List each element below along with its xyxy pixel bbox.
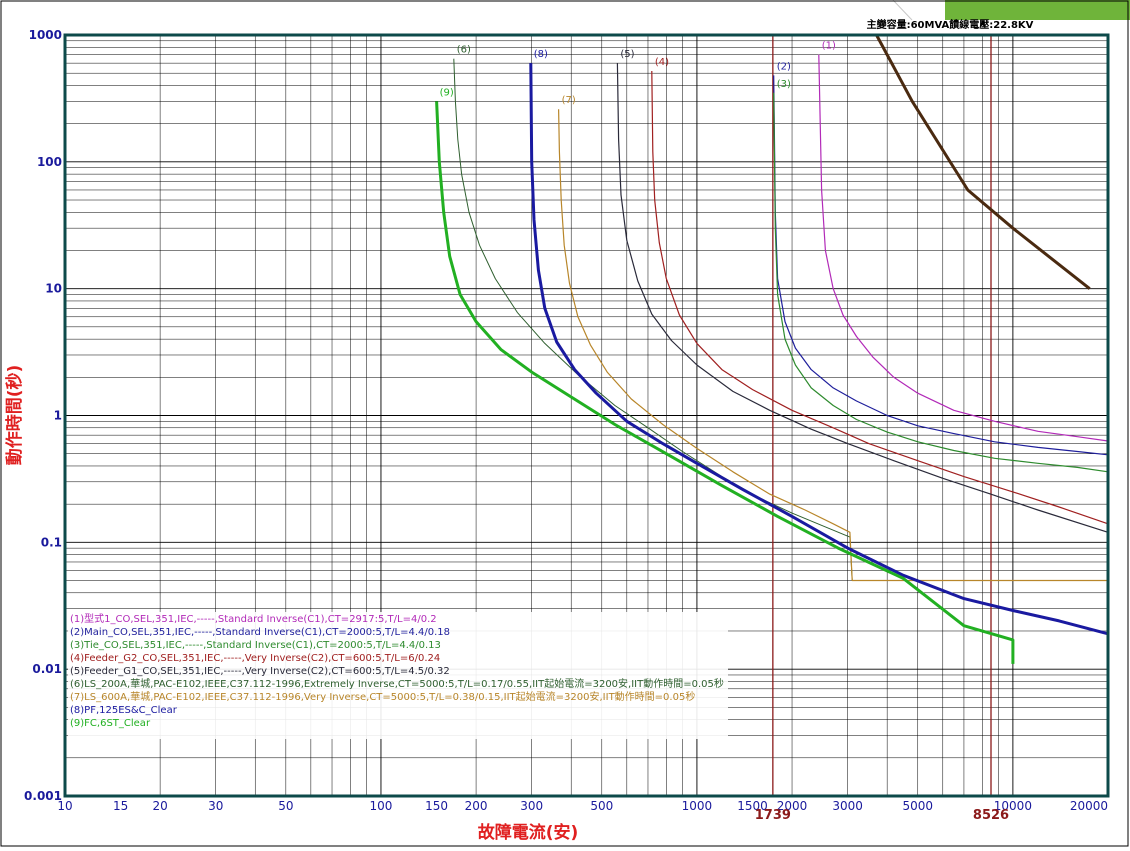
x-tick-label: 150 (425, 799, 448, 813)
x-tick-label: 15 (113, 799, 128, 813)
y-tick-label: 0.01 (32, 662, 62, 676)
legend-entry: (7)LS_600A,華城,PAC-E102,IEEE,C37.112-1996… (70, 690, 695, 703)
x-tick-label: 100 (370, 799, 393, 813)
legend-entry: (6)LS_200A,華城,PAC-E102,IEEE,C37.112-1996… (70, 677, 724, 690)
series-label: (7) (562, 95, 576, 106)
x-tick-label: 10 (57, 799, 72, 813)
series-line (435, 101, 1015, 664)
x-tick-label: 30 (208, 799, 223, 813)
x-tick-label: 5000 (902, 799, 933, 813)
x-tick-label: 20 (152, 799, 167, 813)
x-tick-label: 10000 (994, 799, 1032, 813)
x-axis-label: 故障電流(安) (478, 822, 579, 843)
y-axis-label: 動作時間(秒) (4, 365, 25, 466)
y-tick-label: 10 (45, 282, 62, 296)
legend-entry: (9)FC,6ST_Clear (70, 718, 151, 729)
series-label: (3) (777, 79, 791, 90)
reference-line-label: 8526 (973, 808, 1009, 823)
x-tick-label: 3000 (832, 799, 863, 813)
series-labels: (1) (2) (3) (4) (5) (6) (7) (8) (9) (440, 41, 836, 107)
series-label: (4) (655, 57, 669, 68)
series-line (453, 58, 1108, 581)
legend: (1)型式1_CO,SEL,351,IEC,-----,Standard Inv… (68, 612, 728, 739)
reference-line-label: 1739 (755, 808, 791, 823)
y-tick-label: 1 (54, 409, 62, 423)
y-tick-label: 1000 (29, 28, 62, 42)
y-tick-label: 0.001 (24, 789, 62, 803)
chart-title: 主變容量:60MVA饋線電壓:22.8KV (867, 18, 1034, 31)
series-label: (2) (777, 61, 791, 72)
legend-entry: (3)Tie_CO,SEL,351,IEC,-----,Standard Inv… (70, 640, 441, 651)
reference-line-labels: 1739 8526 (755, 808, 1009, 823)
series-line (773, 75, 1109, 456)
legend-entry: (4)Feeder_G2_CO,SEL,351,IEC,-----,Very I… (70, 653, 440, 664)
x-tick-labels: 10 15 20 30 50 100 150 200 300 500 1000 1500 2000 300… (57, 799, 1108, 813)
y-tick-label: 0.1 (41, 535, 62, 549)
series-label: (9) (440, 87, 454, 98)
legend-entry: (5)Feeder_G1_CO,SEL,351,IEC,-----,Very I… (70, 666, 450, 677)
x-tick-label: 50 (278, 799, 293, 813)
series-label: (1) (822, 41, 836, 52)
series-line (875, 34, 1091, 290)
x-tick-label: 1000 (682, 799, 713, 813)
x-tick-label: 20000 (1070, 799, 1108, 813)
x-tick-label: 300 (520, 799, 543, 813)
series-line (529, 63, 1109, 636)
series-line (651, 70, 1109, 525)
legend-entry: (8)PF,125ES&C_Clear (70, 705, 178, 716)
y-tick-label: 100 (37, 155, 62, 169)
y-tick-labels: 0.001 0.01 0.1 1 10 100 1000 (24, 28, 62, 803)
x-tick-label: 500 (590, 799, 613, 813)
series-label: (5) (620, 49, 634, 60)
series-label: (6) (457, 45, 471, 56)
corner-decoration (892, 0, 1130, 21)
reference-lines (772, 35, 992, 796)
plot-area-border (63, 33, 1110, 798)
legend-entry: (2)Main_CO,SEL,351,IEC,-----,Standard In… (70, 627, 450, 638)
x-tick-label: 1500 (737, 799, 768, 813)
legend-background (68, 612, 728, 739)
x-tick-label: 200 (465, 799, 488, 813)
series-line (616, 63, 1109, 533)
series-label: (8) (534, 49, 548, 60)
series-line (818, 54, 1109, 442)
x-tick-label: 2000 (777, 799, 808, 813)
series-line (773, 92, 1109, 473)
series-line (558, 109, 1108, 582)
series-group (435, 34, 1109, 664)
legend-entry: (1)型式1_CO,SEL,351,IEC,-----,Standard Inv… (70, 612, 437, 625)
